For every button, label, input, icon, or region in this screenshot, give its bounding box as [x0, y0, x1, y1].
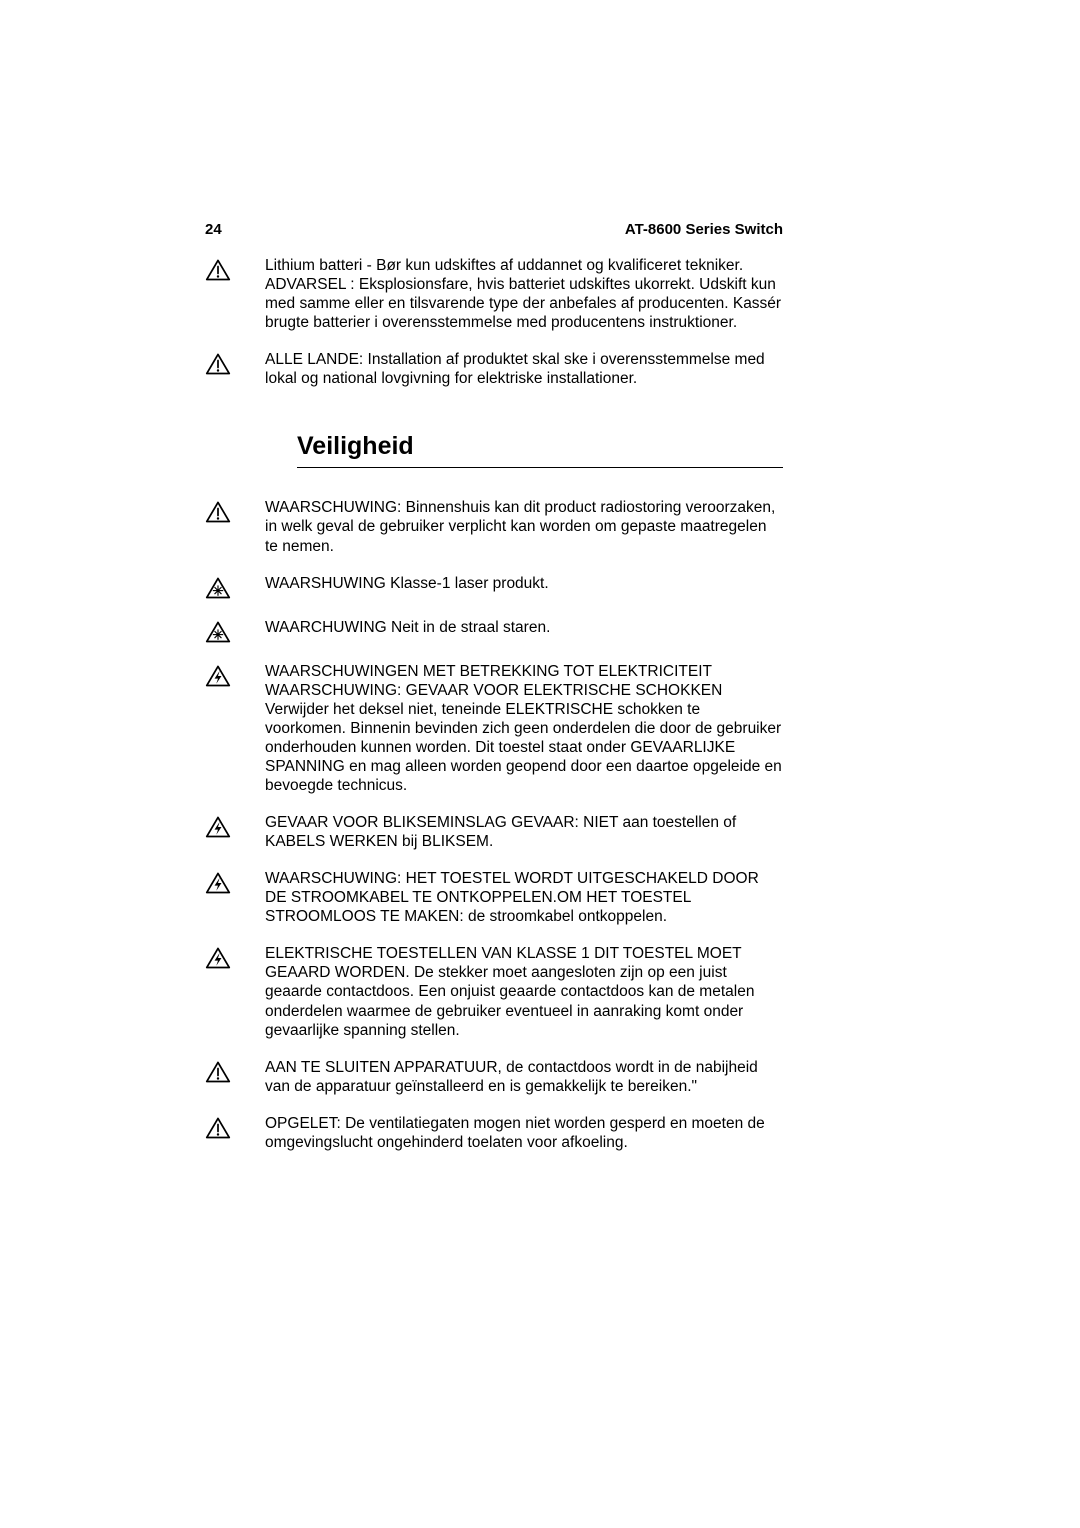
- warning-row: WAARCHUWING Neit in de straal staren.: [205, 618, 783, 644]
- warning-text: WAARSCHUWING: HET TOESTEL WORDT UITGESCH…: [265, 869, 783, 926]
- warning-text: Lithium batteri - Bør kun udskiftes af u…: [265, 256, 783, 332]
- electric-warning-icon: [205, 869, 265, 895]
- page-content: Lithium batteri - Bør kun udskiftes af u…: [205, 256, 783, 1170]
- warning-text: WAARSCHUWINGEN MET BETREKKING TOT ELEKTR…: [265, 662, 783, 795]
- warning-row: WAARSCHUWINGEN MET BETREKKING TOT ELEKTR…: [205, 662, 783, 795]
- warning-text: ELEKTRISCHE TOESTELLEN VAN KLASSE 1 DIT …: [265, 944, 783, 1039]
- warning-row: WAARSHUWING Klasse-1 laser produkt.: [205, 574, 783, 600]
- warning-row: WAARSCHUWING: Binnenshuis kan dit produc…: [205, 498, 783, 555]
- warning-icon: [205, 256, 265, 282]
- section-title-wrap: Veiligheid: [297, 432, 783, 468]
- page-header: 24 AT-8600 Series Switch: [205, 221, 783, 238]
- warning-icon: [205, 1114, 265, 1140]
- warning-text: WAARSHUWING Klasse-1 laser produkt.: [265, 574, 783, 593]
- document-page: 24 AT-8600 Series Switch Lithium batteri…: [0, 0, 1080, 1528]
- electric-warning-icon: [205, 944, 265, 970]
- warning-text: GEVAAR VOOR BLIKSEMINSLAG GEVAAR: NIET a…: [265, 813, 783, 851]
- page-number: 24: [205, 221, 222, 238]
- warning-text: WAARSCHUWING: Binnenshuis kan dit produc…: [265, 498, 783, 555]
- warning-row: WAARSCHUWING: HET TOESTEL WORDT UITGESCH…: [205, 869, 783, 926]
- electric-warning-icon: [205, 813, 265, 839]
- warning-icon: [205, 498, 265, 524]
- document-title: AT-8600 Series Switch: [625, 221, 783, 238]
- warning-row: AAN TE SLUITEN APPARATUUR, de contactdoo…: [205, 1058, 783, 1096]
- warning-row: ALLE LANDE: Installation af produktet sk…: [205, 350, 783, 388]
- warning-row: ELEKTRISCHE TOESTELLEN VAN KLASSE 1 DIT …: [205, 944, 783, 1039]
- warning-row: OPGELET: De ventilatiegaten mogen niet w…: [205, 1114, 783, 1152]
- section-title: Veiligheid: [297, 432, 783, 468]
- warning-icon: [205, 350, 265, 376]
- warning-text: AAN TE SLUITEN APPARATUUR, de contactdoo…: [265, 1058, 783, 1096]
- warning-text: ALLE LANDE: Installation af produktet sk…: [265, 350, 783, 388]
- electric-warning-icon: [205, 662, 265, 688]
- laser-warning-icon: [205, 574, 265, 600]
- laser-warning-icon: [205, 618, 265, 644]
- warning-text: OPGELET: De ventilatiegaten mogen niet w…: [265, 1114, 783, 1152]
- warning-row: Lithium batteri - Bør kun udskiftes af u…: [205, 256, 783, 332]
- warning-text: WAARCHUWING Neit in de straal staren.: [265, 618, 783, 637]
- warning-icon: [205, 1058, 265, 1084]
- warning-row: GEVAAR VOOR BLIKSEMINSLAG GEVAAR: NIET a…: [205, 813, 783, 851]
